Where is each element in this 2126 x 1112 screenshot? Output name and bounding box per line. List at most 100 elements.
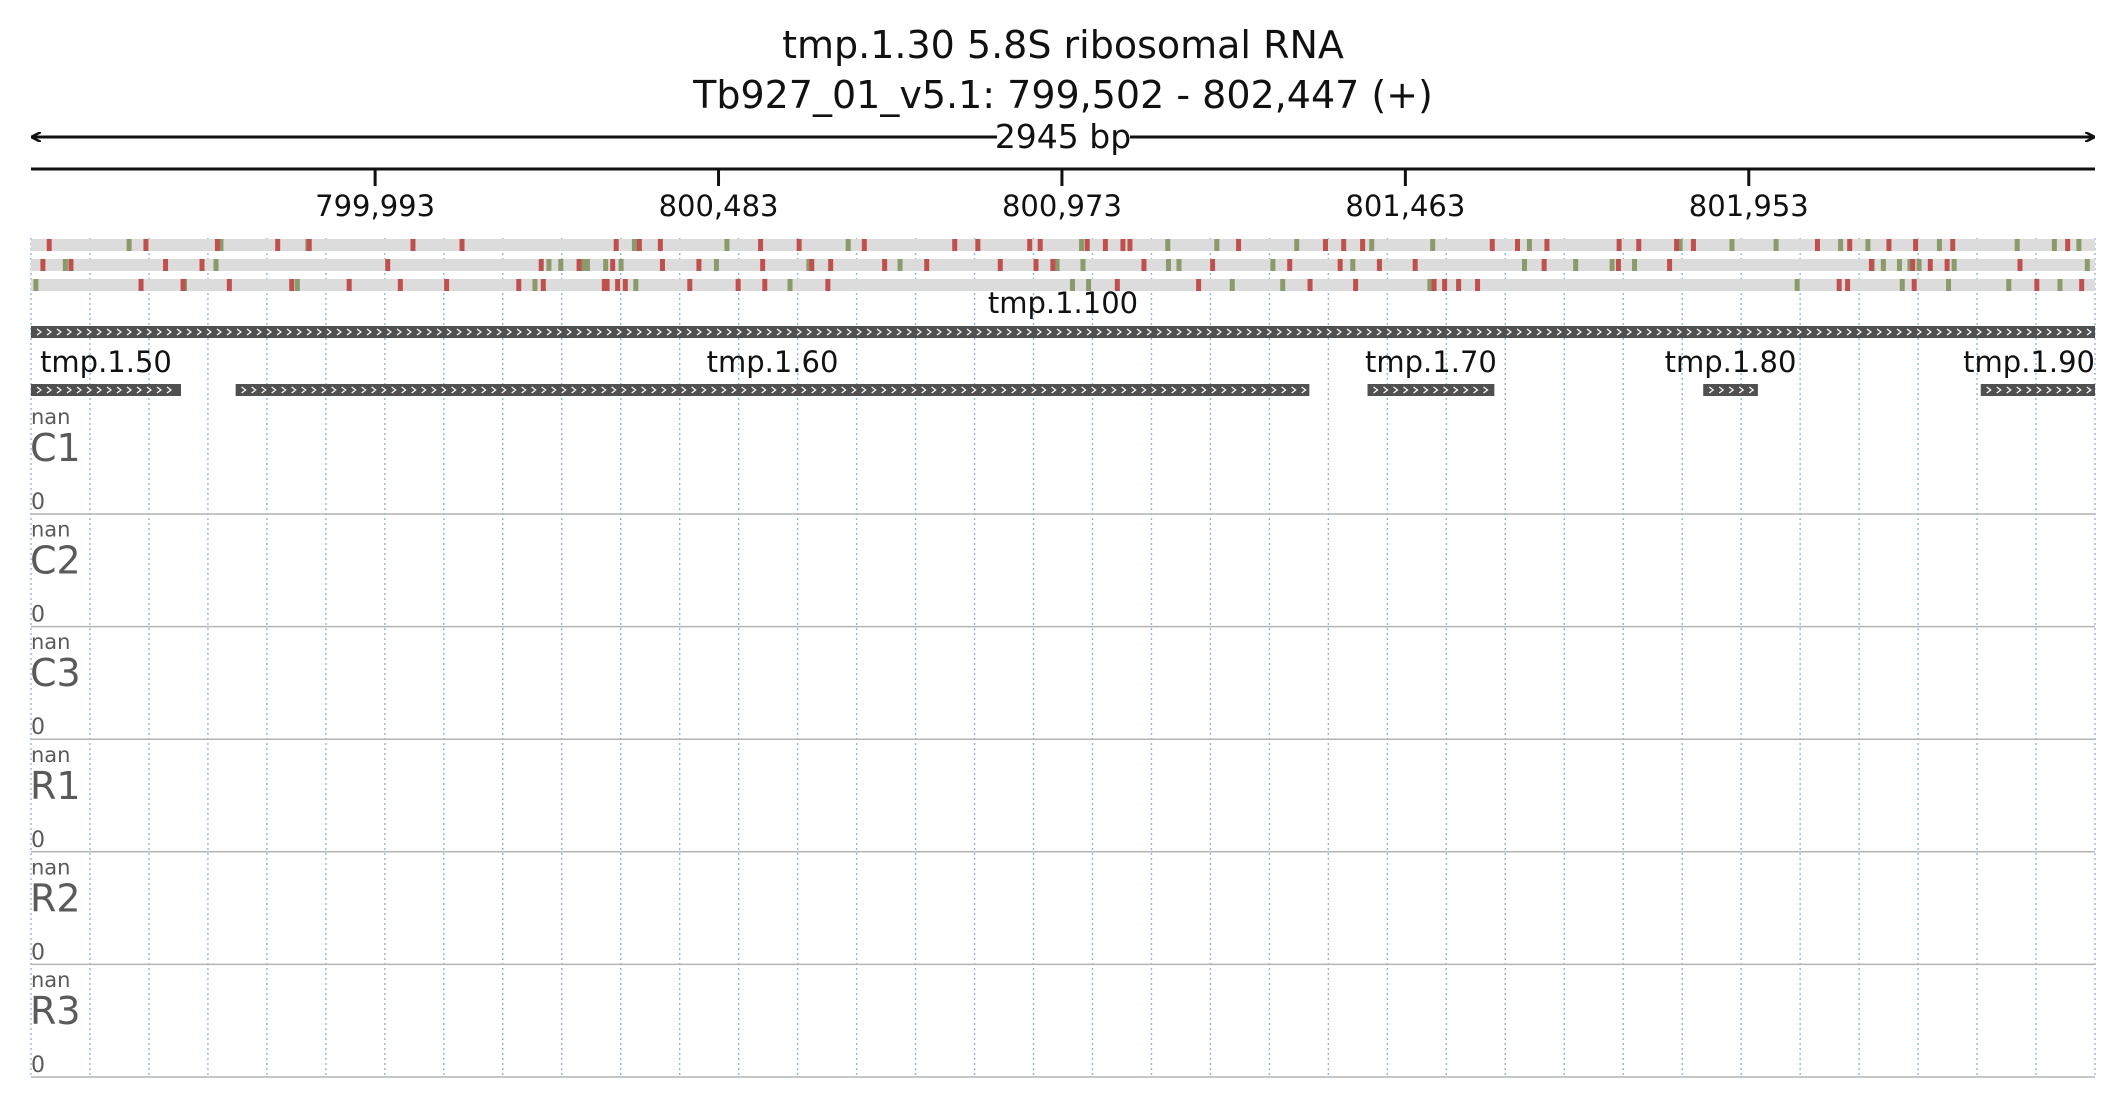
- start-codon-mark: [1270, 259, 1276, 271]
- stop-codon-mark: [1322, 239, 1328, 251]
- ruler-tick-label: 799,993: [315, 189, 435, 223]
- start-codon-mark: [1176, 259, 1182, 271]
- stop-codon-mark: [1353, 279, 1359, 291]
- start-codon-mark: [2014, 239, 2020, 251]
- stop-codon-mark: [1910, 259, 1916, 271]
- track-min-label: 0: [31, 1053, 45, 1078]
- stop-codon-mark: [1037, 239, 1043, 251]
- track-max-label: nan: [31, 630, 71, 654]
- stop-codon-mark: [1141, 259, 1147, 271]
- start-codon-mark: [2051, 239, 2057, 251]
- stop-codon-mark: [861, 239, 867, 251]
- start-codon-mark: [33, 279, 39, 291]
- start-codon-mark: [845, 239, 851, 251]
- start-codon-mark: [1165, 259, 1171, 271]
- start-codon-mark: [1080, 259, 1086, 271]
- ruler-tick-label: 800,483: [659, 189, 779, 223]
- start-codon-mark: [603, 259, 609, 271]
- strand-chevrons: [1986, 386, 2092, 394]
- gene-label: tmp.1.50: [40, 345, 172, 379]
- stop-codon-mark: [825, 279, 831, 291]
- gene-feature: tmp.1.60: [235, 345, 1310, 396]
- start-codon-mark: [1573, 259, 1579, 271]
- track-name: C3: [30, 651, 81, 695]
- start-codon-mark: [1916, 259, 1922, 271]
- stop-codon-mark: [275, 239, 281, 251]
- figure-subtitle-location: Tb927_01_v5.1: 799,502 - 802,447 (+): [692, 73, 1433, 117]
- stop-codon-mark: [385, 259, 391, 271]
- stop-codon-mark: [1341, 239, 1347, 251]
- gene-bar: [1367, 384, 1495, 396]
- start-codon-mark: [1838, 239, 1844, 251]
- start-codon-mark: [2006, 279, 2012, 291]
- stop-codon-mark: [538, 259, 544, 271]
- stop-codon-mark: [2034, 279, 2040, 291]
- track-name: C2: [30, 539, 81, 583]
- grid-lines: [30, 238, 2096, 1078]
- stop-codon-mark: [1836, 279, 1842, 291]
- stop-codon-mark: [1913, 239, 1919, 251]
- stop-codon-mark: [1360, 239, 1366, 251]
- stop-codon-mark: [1868, 259, 1874, 271]
- stop-codon-mark: [657, 239, 663, 251]
- span-label: 2945 bp: [995, 117, 1131, 156]
- strand-chevrons: [36, 328, 2092, 336]
- stop-codon-mark: [1847, 239, 1853, 251]
- stop-codon-mark: [1515, 239, 1521, 251]
- stop-codon-mark: [615, 279, 621, 291]
- stop-codon-mark: [1114, 279, 1120, 291]
- strand-chevrons: [1373, 386, 1489, 394]
- track-max-label: nan: [31, 855, 71, 879]
- start-codon-mark: [580, 259, 586, 271]
- stop-codon-mark: [952, 239, 958, 251]
- start-codon-mark: [1522, 259, 1528, 271]
- start-codon-mark: [1229, 279, 1235, 291]
- stop-codon-mark: [828, 259, 834, 271]
- start-codon-mark: [1773, 239, 1779, 251]
- stop-codon-mark: [696, 259, 702, 271]
- start-codon-mark: [897, 259, 903, 271]
- gene-label: tmp.1.90: [1963, 345, 2095, 379]
- stop-codon-mark: [163, 259, 169, 271]
- start-codon-mark: [2076, 239, 2082, 251]
- stop-codon-mark: [1950, 239, 1956, 251]
- stop-codon-mark: [138, 279, 144, 291]
- track-name: R2: [30, 876, 81, 920]
- track-name: C1: [30, 426, 81, 470]
- gene-label: tmp.1.60: [707, 345, 839, 379]
- gene-feature: tmp.1.50: [31, 345, 181, 396]
- stop-codon-mark: [1236, 239, 1242, 251]
- ruler-tick-label: 801,953: [1689, 189, 1809, 223]
- codon-frame-track: [31, 259, 2095, 271]
- track-name: R1: [30, 764, 81, 808]
- stop-codon-mark: [1127, 239, 1133, 251]
- track-min-label: 0: [31, 828, 45, 853]
- start-codon-mark: [294, 279, 300, 291]
- start-codon-mark: [806, 259, 812, 271]
- stop-codon-mark: [1033, 259, 1039, 271]
- start-codon-mark: [218, 239, 224, 251]
- stop-codon-mark: [180, 279, 186, 291]
- stop-codon-mark: [2065, 239, 2071, 251]
- start-codon-mark: [1280, 279, 1286, 291]
- start-codon-mark: [1907, 259, 1913, 271]
- start-codon-mark: [558, 259, 564, 271]
- stop-codon-mark: [659, 259, 665, 271]
- start-codon-mark: [1294, 239, 1300, 251]
- gene-features: tmp.1.100 tmp.1.50 tmp.1.60 tmp.1.70 tmp.1.8…: [31, 286, 2095, 396]
- stop-codon-mark: [289, 279, 295, 291]
- stop-codon-mark: [1456, 279, 1462, 291]
- stop-codon-mark: [924, 259, 930, 271]
- codon-frame-tracks: [31, 239, 2095, 291]
- stop-codon-mark: [1636, 239, 1642, 251]
- gene-bar: [1980, 384, 2095, 396]
- stop-codon-mark: [882, 259, 888, 271]
- stop-codon-mark: [601, 279, 607, 291]
- stop-codon-mark: [1690, 239, 1696, 251]
- start-codon-mark: [1165, 239, 1171, 251]
- start-codon-mark: [1899, 279, 1905, 291]
- start-codon-mark: [1430, 239, 1436, 251]
